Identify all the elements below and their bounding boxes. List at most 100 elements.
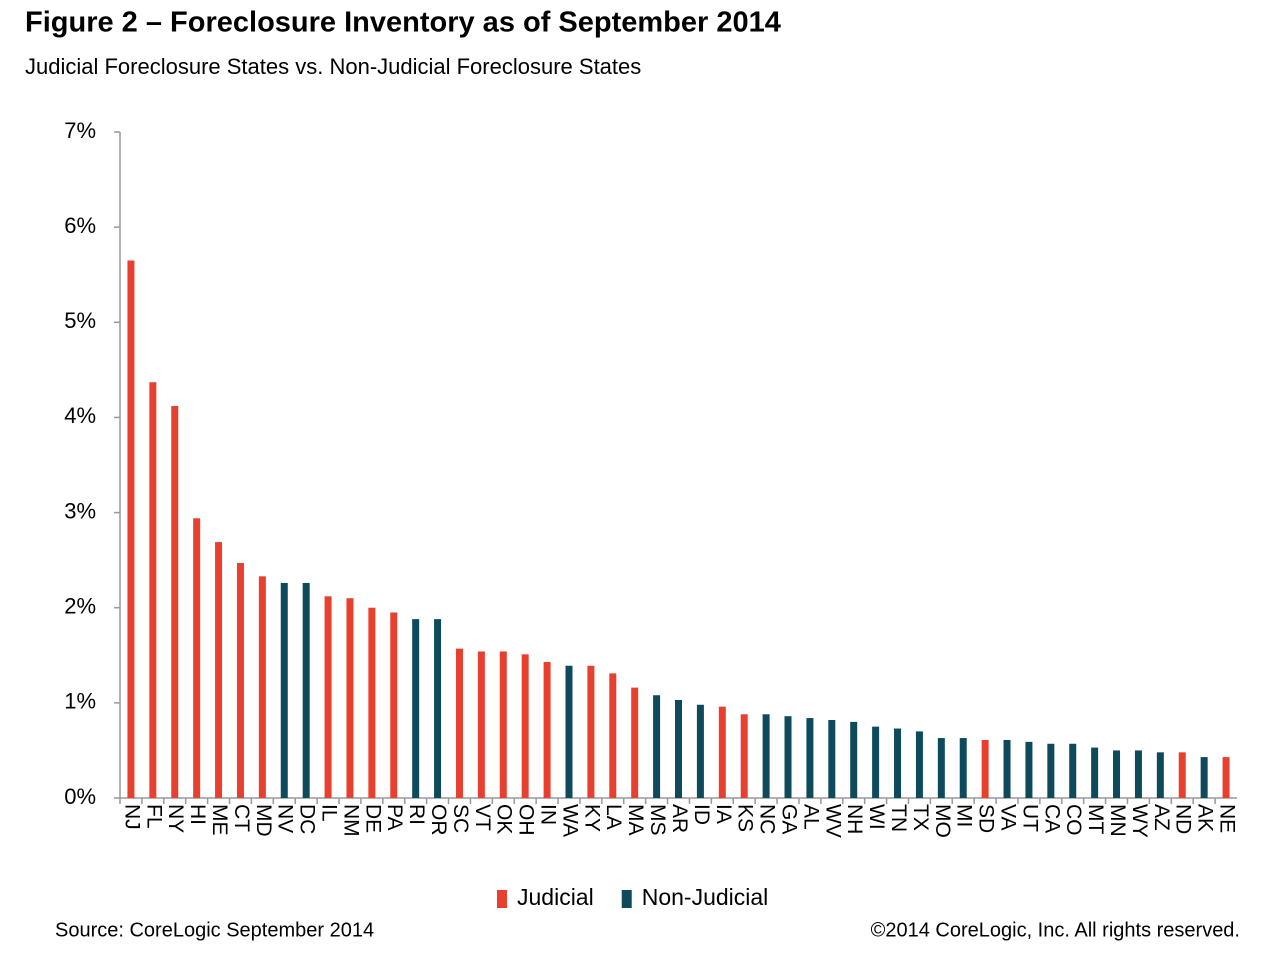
x-tick-label: UT [1018,804,1041,832]
legend-swatch [497,890,507,908]
x-tick-label: ND [1172,804,1195,834]
x-tick-label: NJ [120,804,143,830]
bar [521,654,529,798]
legend-label: Judicial [517,884,594,910]
x-tick-label: VA [996,804,1019,830]
bar [1113,750,1121,798]
bar [696,704,704,798]
bar [565,665,573,798]
x-tick-label: AL [799,804,822,830]
bar [1069,743,1077,798]
x-tick-label: MT [1084,804,1107,834]
copyright-note: ©2014 CoreLogic, Inc. All rights reserve… [871,919,1240,941]
bar [1200,757,1208,798]
x-tick-label: PA [383,804,406,830]
x-tick-label: ID [690,804,713,825]
x-tick-label: KS [734,804,757,832]
x-tick-label: OR [427,804,450,836]
x-tick-label: WV [821,804,844,838]
x-tick-label: GA [777,804,800,834]
bar [631,687,639,798]
x-tick-label: NY [164,804,187,833]
y-tick-label: 7% [64,118,96,143]
bar [171,406,179,798]
x-tick-label: SD [975,804,998,833]
bar [850,721,858,798]
bar [915,731,923,798]
bar [127,260,135,798]
x-tick-label: RI [405,804,428,825]
bar [1134,750,1142,798]
bar [434,619,442,798]
y-tick-label: 6% [64,213,96,238]
x-tick-label: MD [252,804,275,837]
bar [412,619,420,798]
x-tick-label: HI [186,804,209,825]
x-tick-label: AZ [1150,804,1173,831]
bar [215,542,223,798]
bar [1178,752,1186,798]
bar [258,576,266,798]
x-tick-label: CA [1040,804,1063,833]
x-tick-label: OH [515,804,538,836]
legend-label: Non-Judicial [642,884,769,910]
x-tick-label: SC [449,804,472,833]
x-tick-label: OK [493,804,516,834]
x-tick-label: ME [208,804,231,836]
x-tick-label: KY [580,804,603,832]
x-tick-label: WA [558,804,581,837]
bar [1156,752,1164,798]
x-tick-label: FL [142,804,165,829]
x-tick-label: AK [1194,804,1217,832]
bar [149,382,157,798]
source-note: Source: CoreLogic September 2014 [55,919,374,941]
bar [959,738,967,798]
bar [346,598,354,798]
bar [390,612,398,798]
legend-swatch [621,890,632,908]
bar [609,673,617,798]
x-tick-label: AR [668,804,691,833]
bar [828,719,836,798]
bar [499,651,507,798]
x-tick-label: NV [274,804,297,833]
bar [587,665,595,798]
x-tick-label: DC [296,804,319,834]
chart-title: Figure 2 – Foreclosure Inventory as of S… [25,7,781,39]
bar [872,726,880,798]
bar [280,582,288,798]
x-tick-label: DE [361,804,384,833]
y-tick-label: 5% [64,308,96,333]
x-tick-label: NC [756,804,779,834]
bar [894,728,902,798]
y-tick-label: 4% [64,403,96,428]
x-tick-label: CO [1062,804,1085,836]
bar [236,562,244,798]
y-tick-label: 3% [64,498,96,523]
x-tick-label: NM [339,804,362,837]
bar [762,714,770,798]
bar [1047,743,1055,798]
bar [740,714,748,798]
x-tick-label: MA [624,804,647,836]
x-tick-label: IL [318,804,341,822]
bar [455,648,463,798]
bar [193,518,201,798]
x-tick-label: TX [909,804,932,831]
x-tick-label: WI [865,804,888,830]
x-tick-label: NE [1216,804,1239,833]
bar [937,738,945,798]
x-tick-label: WY [1128,804,1151,838]
bar [368,607,376,798]
x-tick-label: IN [537,804,560,825]
bar [543,661,551,798]
x-tick-label: CT [230,804,253,832]
bar [1003,739,1011,798]
bar [302,582,310,798]
bar [981,739,989,798]
bar [675,700,682,798]
y-tick-label: 0% [64,784,96,809]
chart-subtitle: Judicial Foreclosure States vs. Non-Judi… [25,54,641,79]
x-tick-label: VT [471,804,494,831]
